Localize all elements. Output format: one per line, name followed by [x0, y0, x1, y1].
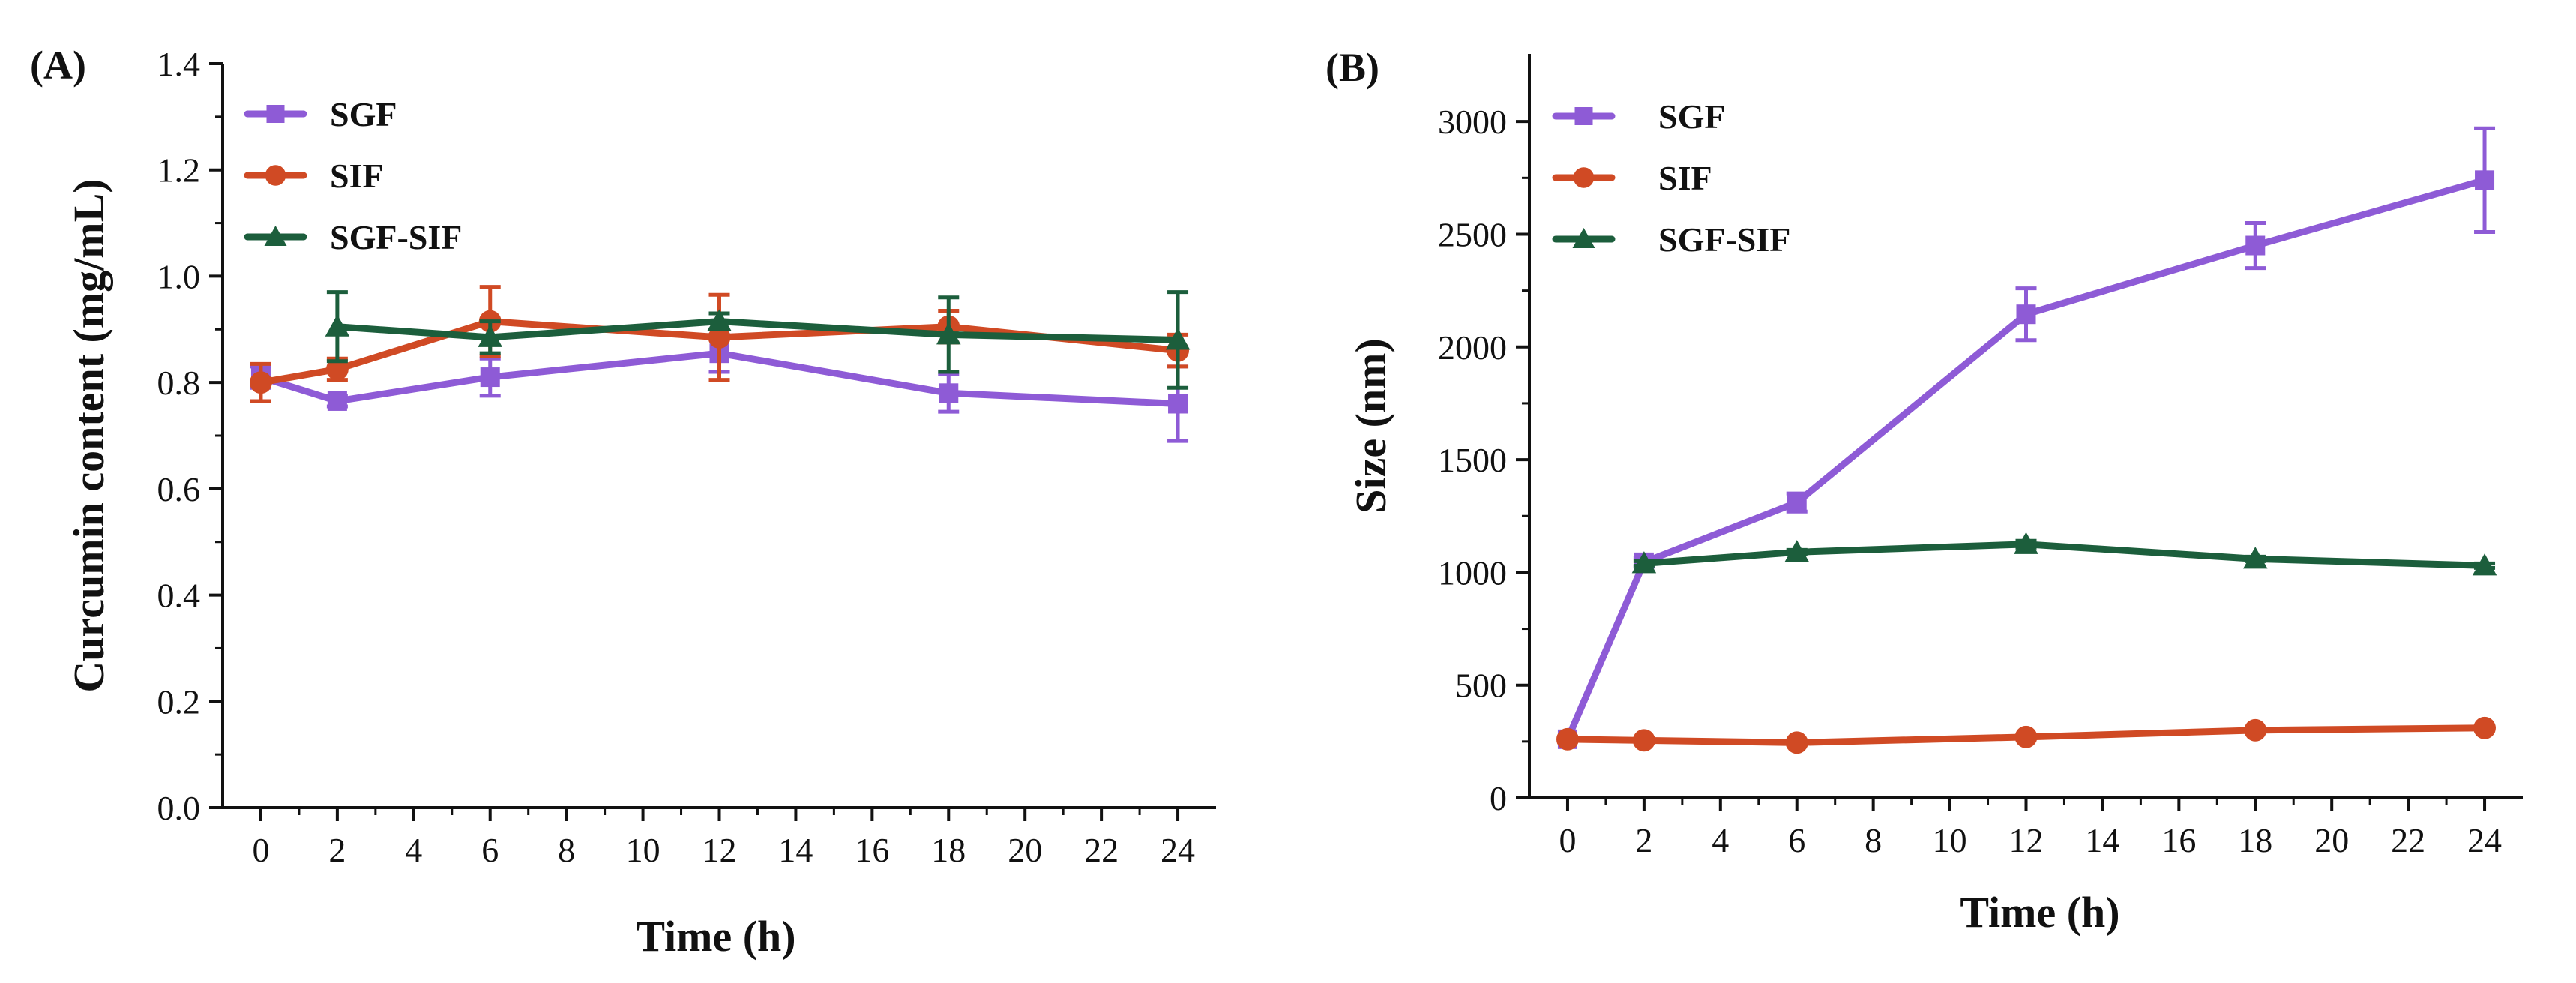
x-tick-label: 24 [1161, 831, 1195, 869]
data-point [1785, 731, 1808, 754]
data-point [2016, 304, 2036, 325]
data-point [708, 325, 731, 349]
data-point [1787, 493, 1807, 513]
panel-label: (B) [1325, 45, 1379, 90]
data-point [1632, 729, 1655, 752]
legend-marker [1574, 107, 1593, 125]
x-tick-label: 8 [558, 831, 575, 869]
y-tick-label: 1.0 [157, 257, 201, 295]
data-point [2014, 725, 2038, 748]
x-tick-label: 2 [328, 831, 346, 869]
y-axis-title: Curcumin content (mg/mL) [64, 178, 113, 692]
data-point [1631, 551, 1657, 574]
x-tick-label: 2 [1635, 821, 1652, 859]
data-point [325, 314, 350, 337]
data-point [478, 325, 502, 347]
y-tick-label: 3000 [1438, 103, 1507, 141]
x-tick-label: 24 [2467, 821, 2502, 859]
x-tick-label: 16 [2161, 821, 2196, 859]
chart-panel-b: 0 2 4 6 8 10 12 14 16 18 20 22 240500100015002000250… [1325, 45, 2523, 937]
data-point [939, 383, 959, 403]
y-axis-title: Size (nm) [1346, 338, 1395, 514]
data-point [480, 367, 500, 388]
x-tick-label: 14 [2085, 821, 2119, 859]
legend-label: SGF [1658, 97, 1725, 136]
panel-label: (A) [30, 43, 86, 88]
y-tick-label: 2000 [1438, 328, 1507, 367]
y-tick-label: 0.6 [157, 470, 201, 508]
legend-marker [266, 105, 285, 123]
legend-marker [1573, 167, 1595, 188]
data-point [250, 371, 272, 394]
y-tick-label: 0 [1490, 779, 1507, 817]
x-axis-title: Time (h) [1960, 888, 2119, 937]
x-tick-label: 14 [778, 831, 813, 869]
x-tick-label: 12 [702, 831, 737, 869]
y-tick-label: 1500 [1438, 441, 1507, 479]
x-tick-label: 10 [626, 831, 660, 869]
data-point [707, 309, 732, 331]
y-tick-label: 0.2 [157, 682, 201, 721]
x-tick-label: 10 [1933, 821, 1967, 859]
legend-label: SGF-SIF [330, 218, 462, 256]
data-point [2245, 235, 2266, 256]
series-line-sgf [1564, 176, 2488, 743]
data-point [1165, 328, 1191, 350]
data-point [2243, 547, 2268, 569]
x-axis-title: Time (h) [636, 912, 795, 961]
data-point [2472, 553, 2497, 576]
x-tick-label: 20 [1008, 831, 1042, 869]
legend-marker [1572, 228, 1595, 248]
data-point [1784, 540, 1809, 562]
data-point [2475, 170, 2495, 190]
y-tick-label: 1.4 [157, 45, 201, 83]
data-point [936, 322, 961, 345]
x-tick-label: 0 [252, 831, 269, 869]
y-tick-label: 0.8 [157, 364, 201, 402]
y-tick-label: 500 [1455, 667, 1507, 705]
legend-marker [264, 226, 287, 246]
x-tick-label: 16 [855, 831, 889, 869]
series-line-sif [1564, 724, 2488, 746]
x-tick-label: 22 [2391, 821, 2425, 859]
data-point [2014, 532, 2038, 554]
y-tick-label: 0.4 [157, 577, 201, 615]
x-tick-label: 22 [1084, 831, 1119, 869]
x-tick-label: 20 [2314, 821, 2349, 859]
series-sgf-sif [1631, 532, 2497, 576]
x-tick-label: 0 [1559, 821, 1576, 859]
x-tick-label: 18 [2238, 821, 2272, 859]
x-tick-label: 6 [1788, 821, 1805, 859]
x-tick-label: 4 [1712, 821, 1729, 859]
data-point [1168, 394, 1188, 414]
y-tick-label: 1.2 [157, 151, 201, 190]
data-point [2244, 718, 2267, 742]
x-tick-label: 18 [931, 831, 966, 869]
legend: SGF SIF SGF-SIF [1552, 97, 1790, 259]
x-tick-label: 6 [481, 831, 499, 869]
series-sgf-sif [325, 290, 1191, 390]
series-sif [1556, 716, 2496, 754]
x-tick-label: 8 [1865, 821, 1882, 859]
series-sif [250, 285, 1189, 403]
legend-label: SIF [330, 157, 384, 195]
y-tick-label: 1000 [1438, 553, 1507, 592]
x-tick-label: 12 [2009, 821, 2044, 859]
data-point [325, 358, 349, 381]
series-line-sgf-sif [1640, 541, 2488, 569]
legend-label: SIF [1658, 159, 1712, 197]
x-tick-label: 4 [405, 831, 422, 869]
series-line-sgf [257, 349, 1182, 407]
y-tick-label: 0.0 [157, 789, 201, 827]
data-point [327, 391, 347, 411]
data-point [2473, 716, 2496, 739]
y-tick-label: 2500 [1438, 215, 1507, 253]
legend-marker [265, 165, 286, 186]
data-point [1556, 727, 1579, 751]
legend: SGF SIF SGF-SIF [244, 95, 462, 256]
chart-panel-a: 0 2 4 6 8 10 12 14 16 18 20 22 240.00.20.40.60.81.01… [30, 43, 1216, 961]
legend-label: SGF-SIF [1658, 220, 1790, 259]
legend-label: SGF [330, 95, 397, 133]
